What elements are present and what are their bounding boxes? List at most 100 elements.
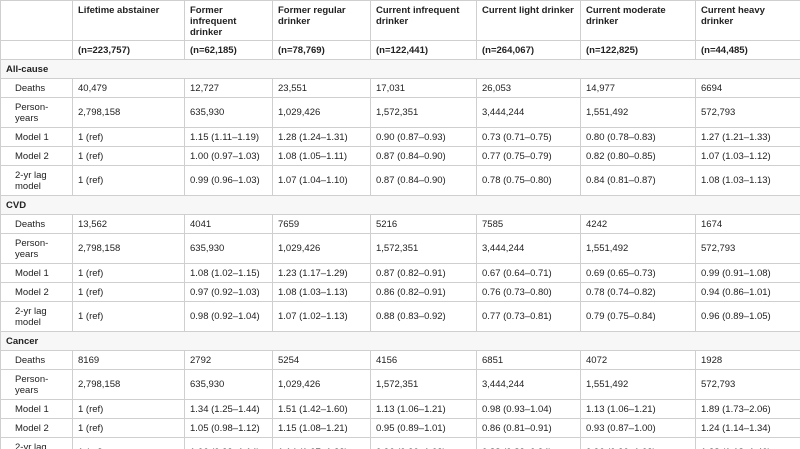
column-header: Current infrequent drinker (370, 0, 477, 41)
cell: 14,977 (580, 78, 696, 98)
cell: 0.86 (0.82–0.91) (370, 282, 477, 302)
cell: 0.94 (0.86–1.01) (695, 282, 800, 302)
cell: 0.76 (0.73–0.80) (476, 282, 581, 302)
cell: 0.69 (0.65–0.73) (580, 263, 696, 283)
data-row: Deaths 13,562 4041 7659 5216 7585 4242 1674 (0, 214, 800, 234)
cell: 1 (ref) (72, 399, 185, 419)
cell: 4156 (370, 350, 477, 370)
cell: 0.99 (0.96–1.03) (184, 165, 273, 196)
cell: 1 (ref) (72, 127, 185, 147)
cell: 1 (ref) (72, 165, 185, 196)
section-title: All-cause (0, 59, 800, 79)
column-n: (n=44,485) (695, 40, 800, 60)
cell: 1.89 (1.73–2.06) (695, 399, 800, 419)
row-label: Model 1 (0, 399, 73, 419)
row-label: Model 2 (0, 282, 73, 302)
cell: 1 (ref) (72, 263, 185, 283)
cell: 635,930 (184, 97, 273, 128)
row-label: Deaths (0, 78, 73, 98)
row-label: Model 2 (0, 146, 73, 166)
cell: 3,444,244 (476, 97, 581, 128)
section-row: All-cause (0, 59, 800, 79)
cell: 1.07 (1.02–1.13) (272, 301, 371, 332)
cell: 40,479 (72, 78, 185, 98)
cell: 0.96 (0.90–1.03) (370, 437, 477, 449)
cell: 572,793 (695, 369, 800, 400)
cell: 1.08 (1.03–1.13) (695, 165, 800, 196)
cell: 1.08 (1.03–1.13) (272, 282, 371, 302)
cell: 0.96 (0.89–1.05) (695, 301, 800, 332)
cell: 1674 (695, 214, 800, 234)
data-row: Deaths 40,479 12,727 23,551 17,031 26,053 14,9… (0, 78, 800, 98)
row-label: Person-years (0, 369, 73, 400)
cell: 0.87 (0.82–0.91) (370, 263, 477, 283)
cell: 1.05 (0.98–1.12) (184, 418, 273, 438)
cell: 2,798,158 (72, 233, 185, 264)
cell: 4242 (580, 214, 696, 234)
row-label: Model 2 (0, 418, 73, 438)
cell: 0.77 (0.73–0.81) (476, 301, 581, 332)
data-row: Deaths 8169 2792 5254 4156 6851 4072 1928 (0, 350, 800, 370)
cell: 635,930 (184, 369, 273, 400)
cell: 6694 (695, 78, 800, 98)
cell: 1,551,492 (580, 369, 696, 400)
cell: 12,727 (184, 78, 273, 98)
cell: 1.13 (1.06–1.21) (370, 399, 477, 419)
column-header: Current moderate drinker (580, 0, 696, 41)
cell: 0.98 (0.92–1.04) (184, 301, 273, 332)
row-label: 2-yr lag model (0, 301, 73, 332)
cell: 0.80 (0.78–0.83) (580, 127, 696, 147)
cell: 0.67 (0.64–0.71) (476, 263, 581, 283)
cell: 26,053 (476, 78, 581, 98)
cell: 1,551,492 (580, 233, 696, 264)
cell: 2,798,158 (72, 369, 185, 400)
cell: 1.15 (1.11–1.19) (184, 127, 273, 147)
cell: 1.07 (1.04–1.10) (272, 165, 371, 196)
cell: 0.99 (0.91–1.08) (695, 263, 800, 283)
data-row: Person-years 2,798,158 635,930 1,029,426 1,5… (0, 369, 800, 400)
table-body: All-cause Deaths 40,479 12,727 23,551 17,031 2… (0, 59, 800, 449)
cell: 4041 (184, 214, 273, 234)
column-n: (n=62,185) (184, 40, 273, 60)
cell: 1,572,351 (370, 369, 477, 400)
section-row: CVD (0, 195, 800, 215)
cell: 5216 (370, 214, 477, 234)
column-header: Former regular drinker (272, 0, 371, 41)
cell: 13,562 (72, 214, 185, 234)
row-label: Model 1 (0, 263, 73, 283)
row-label: Deaths (0, 350, 73, 370)
cell: 1,551,492 (580, 97, 696, 128)
cell: 0.90 (0.87–0.93) (370, 127, 477, 147)
cell: 1.27 (1.21–1.33) (695, 127, 800, 147)
cell: 17,031 (370, 78, 477, 98)
cell: 7585 (476, 214, 581, 234)
row-label: 2-yr lag model (0, 165, 73, 196)
cell: 1.13 (1.06–1.21) (580, 399, 696, 419)
corner-cell (0, 0, 73, 41)
cell: 1.06 (0.99–1.14) (184, 437, 273, 449)
corner-cell (0, 40, 73, 60)
cell: 4072 (580, 350, 696, 370)
cell: 1,029,426 (272, 97, 371, 128)
cell: 2,798,158 (72, 97, 185, 128)
cell: 1.14 (1.07–1.22) (272, 437, 371, 449)
cell: 0.88 (0.83–0.92) (370, 301, 477, 332)
cell: 0.77 (0.75–0.79) (476, 146, 581, 166)
cell: 1.15 (1.08–1.21) (272, 418, 371, 438)
cell: 1.28 (1.24–1.31) (272, 127, 371, 147)
cell: 1,029,426 (272, 369, 371, 400)
cell: 2792 (184, 350, 273, 370)
column-header: Current light drinker (476, 0, 581, 41)
cell: 0.73 (0.71–0.75) (476, 127, 581, 147)
cell: 1.07 (1.03–1.12) (695, 146, 800, 166)
cell: 6851 (476, 350, 581, 370)
cell: 1928 (695, 350, 800, 370)
n-row: (n=223,757) (n=62,185) (n=78,769) (n=122,44… (0, 40, 800, 60)
cell: 1,029,426 (272, 233, 371, 264)
